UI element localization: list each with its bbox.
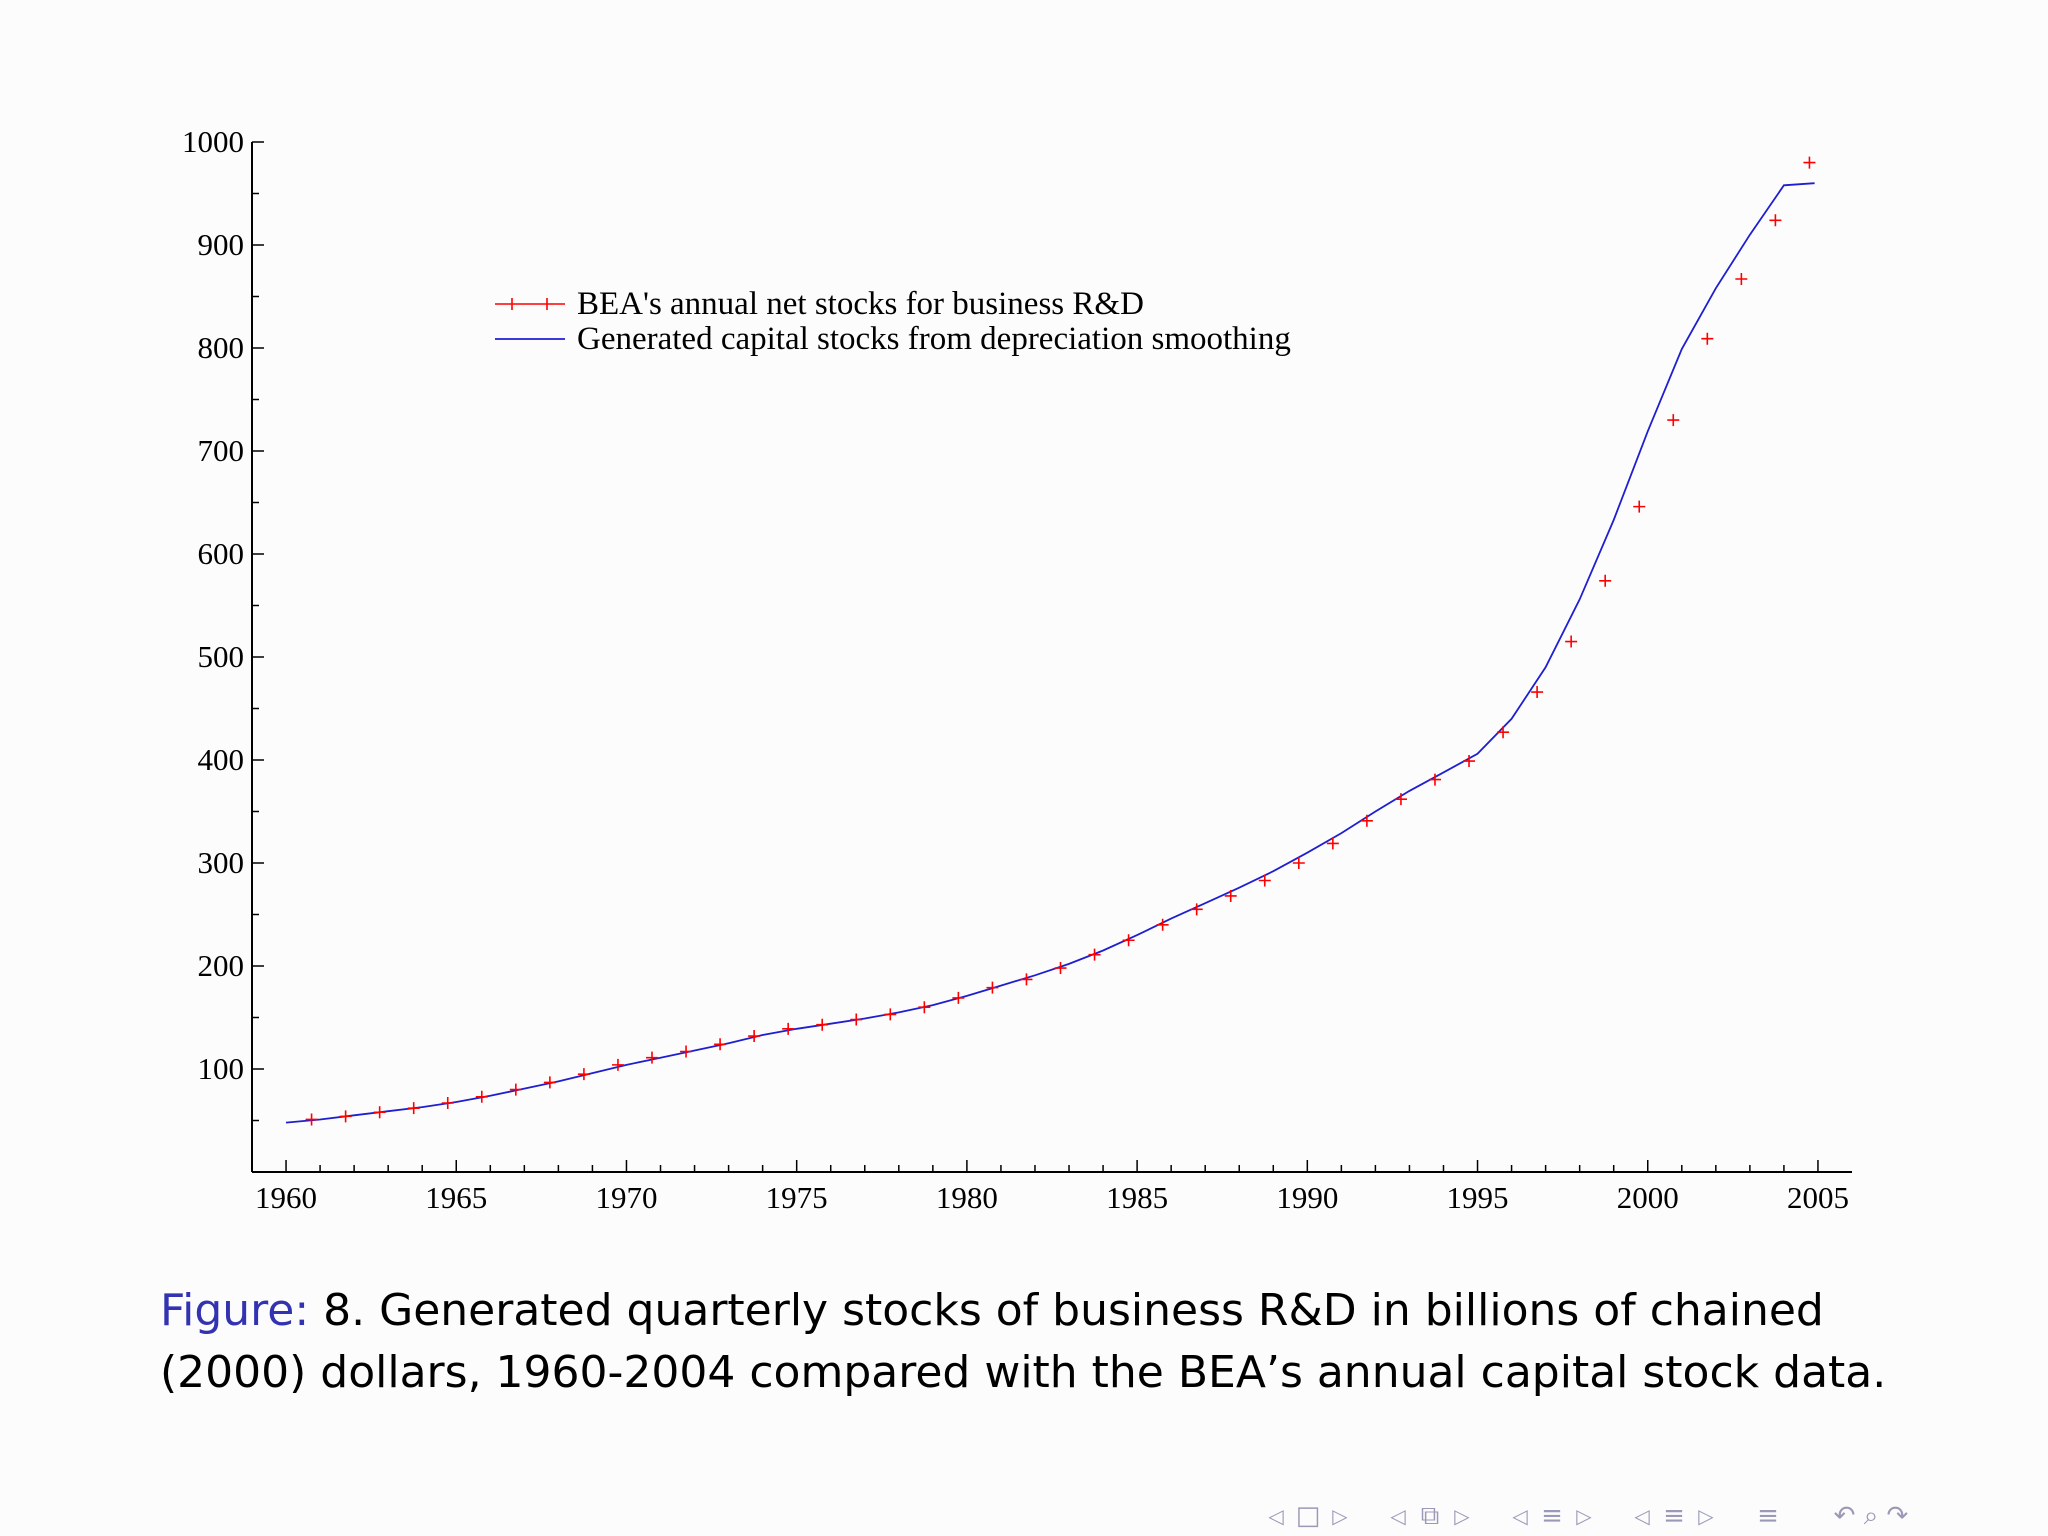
data-point-marker: [373, 1106, 386, 1119]
data-point-marker: [1394, 793, 1407, 806]
x-tick-label: 1985: [1106, 1180, 1168, 1215]
data-point-marker: [1735, 272, 1748, 285]
data-point-marker: [1156, 918, 1169, 931]
data-point-marker: [1565, 635, 1578, 648]
data-point-marker: [646, 1051, 658, 1064]
data-point-marker: [509, 1083, 522, 1096]
figure-caption: Figure: 8. Generated quarterly stocks of…: [160, 1280, 1940, 1404]
x-tick-label: 1990: [1276, 1180, 1338, 1215]
data-point-marker: [918, 1001, 931, 1014]
series-markers: [305, 156, 1816, 1126]
legend-label-bea: BEA's annual net stocks for business R&D: [577, 286, 1144, 322]
data-point-marker: [1701, 332, 1714, 345]
data-point-marker: [1088, 948, 1101, 961]
chart: 100 200 300 400 500 600 700 800 900 1000 1960 1965…: [182, 124, 1852, 1215]
data-point-marker: [1497, 726, 1510, 739]
subsection-icon[interactable]: ⧉: [1420, 1500, 1440, 1531]
slide-icon[interactable]: ≡: [1663, 1501, 1685, 1531]
y-tick-label: 700: [198, 433, 245, 468]
data-point-marker: [1190, 903, 1203, 916]
data-point-marker: [1360, 814, 1373, 827]
y-tick-label: 1000: [182, 124, 244, 159]
y-tick-label: 200: [198, 948, 245, 983]
x-tick-label: 2000: [1617, 1180, 1679, 1215]
data-point-marker: [475, 1090, 488, 1103]
data-point-marker: [850, 1013, 863, 1026]
series-lines: [285, 182, 1815, 1124]
x-tick-label: 1980: [936, 1180, 998, 1215]
y-tick-label: 100: [198, 1051, 245, 1086]
x-tick-label: 1995: [1447, 1180, 1509, 1215]
data-point-marker: [1463, 755, 1476, 768]
legend: BEA's annual net stocks for business R&D…: [495, 286, 1291, 357]
data-point-marker: [1667, 414, 1680, 427]
x-tick-label: 1965: [425, 1180, 487, 1215]
frame-icon[interactable]: □: [1295, 1501, 1321, 1531]
next-slide-arrow-icon[interactable]: ▷: [1698, 1504, 1714, 1528]
menu-icon[interactable]: ≡: [1757, 1501, 1779, 1531]
data-point-marker: [1599, 574, 1612, 587]
data-point-marker: [1769, 214, 1782, 227]
y-tick-label: 500: [198, 639, 245, 674]
legend-label-generated: Generated capital stocks from depreciati…: [577, 321, 1291, 357]
data-point-marker: [680, 1045, 693, 1058]
data-point-marker: [1054, 962, 1067, 975]
chart-svg: 100 200 300 400 500 600 700 800 900 1000 1960 1965…: [182, 124, 1852, 1215]
data-point-marker: [714, 1038, 727, 1051]
x-tick-label: 1975: [766, 1180, 828, 1215]
data-point-marker: [1531, 686, 1544, 699]
x-tick-label: 1970: [595, 1180, 657, 1215]
data-point-marker: [884, 1008, 897, 1021]
prev-subsection-arrow-icon[interactable]: ◁: [1390, 1504, 1406, 1528]
data-point-marker: [952, 991, 965, 1004]
next-subsection-arrow-icon[interactable]: ▷: [1454, 1504, 1470, 1528]
data-point-marker: [1326, 837, 1339, 850]
y-tick-label: 600: [198, 536, 245, 571]
data-point-marker: [1224, 889, 1237, 902]
data-point-marker: [1292, 857, 1305, 869]
data-point-marker: [1428, 773, 1441, 786]
next-frame-arrow-icon[interactable]: ▷: [1332, 1504, 1348, 1528]
data-point-marker: [611, 1058, 624, 1071]
y-tick-label: 800: [198, 330, 245, 365]
data-point-marker: [1122, 934, 1135, 947]
data-point-marker: [1803, 156, 1816, 169]
data-point-marker: [1020, 973, 1033, 986]
x-tick-label: 1960: [255, 1180, 317, 1215]
prev-section-arrow-icon[interactable]: ◁: [1512, 1504, 1528, 1528]
section-icon[interactable]: ≡: [1541, 1501, 1563, 1531]
y-ticks: 100 200 300 400 500 600 700 800 900 1000: [182, 124, 264, 1122]
data-point-marker: [782, 1022, 795, 1035]
data-point-marker: [1258, 874, 1271, 887]
series-line-generated: [285, 182, 1815, 1124]
data-point-marker: [1633, 500, 1646, 513]
caption-text: 8. Generated quarterly stocks of busines…: [160, 1285, 1887, 1398]
data-point-marker: [441, 1096, 454, 1109]
data-point-marker: [816, 1018, 829, 1031]
data-point-marker: [407, 1102, 420, 1115]
x-ticks: 1960 1965 1970 1975 1980 1985 1990 1995 2000 2005: [255, 1160, 1849, 1215]
data-point-marker: [577, 1068, 590, 1081]
y-tick-label: 300: [198, 845, 245, 880]
data-point-marker: [986, 981, 999, 994]
slide-navigation: ◁ □ ▷ ◁ ⧉ ▷ ◁ ≡ ▷ ◁ ≡ ▷ ≡ ↶ ⌕ ↷: [1262, 1496, 2042, 1536]
caption-label: Figure:: [160, 1285, 310, 1336]
data-point-marker: [543, 1076, 556, 1089]
prev-slide-arrow-icon[interactable]: ◁: [1634, 1504, 1650, 1528]
next-section-arrow-icon[interactable]: ▷: [1576, 1504, 1592, 1528]
x-tick-label: 2005: [1787, 1180, 1849, 1215]
data-point-marker: [339, 1110, 352, 1123]
data-point-marker: [748, 1030, 761, 1043]
search-icon[interactable]: ↶ ⌕ ↷: [1833, 1500, 1909, 1531]
prev-frame-arrow-icon[interactable]: ◁: [1268, 1504, 1284, 1528]
y-tick-label: 400: [198, 742, 245, 777]
data-point-marker: [305, 1113, 318, 1126]
y-tick-label: 900: [198, 227, 245, 262]
